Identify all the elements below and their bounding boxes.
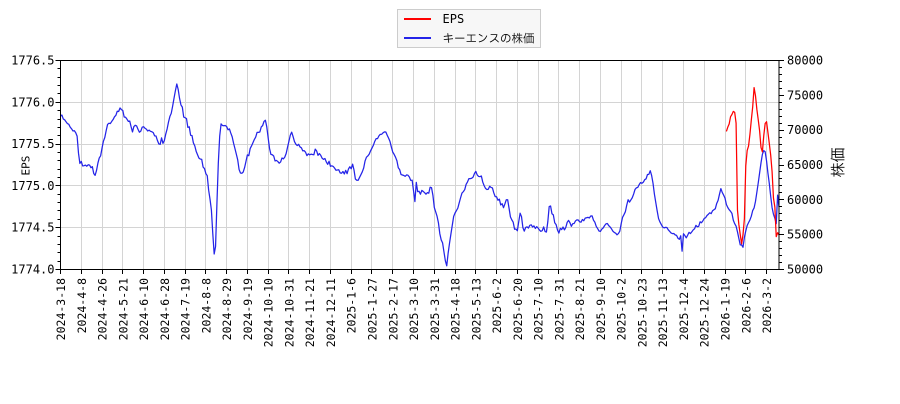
legend-label: EPS <box>443 12 465 26</box>
tick-marks <box>55 60 784 274</box>
series-stock-price <box>60 83 780 267</box>
x-tick-label: 2025-10-23 <box>635 278 649 347</box>
legend: EPS <box>397 9 541 48</box>
series-eps <box>725 86 780 245</box>
left-tick-label: 1774.0 <box>11 263 54 277</box>
x-tick-label: 2025-2-17 <box>386 278 400 340</box>
right-tick-label: 50000 <box>787 263 823 277</box>
left-tick-label: 1775.0 <box>11 179 54 193</box>
right-axis-title-text <box>830 148 845 177</box>
x-tick-label: 2025-11-13 <box>656 278 670 347</box>
x-tick-label: 2026-1-19 <box>719 278 733 340</box>
right-tick-label: 65000 <box>787 158 823 172</box>
right-axis-title <box>830 148 845 177</box>
x-tick-label: 2024-3-18 <box>54 278 68 340</box>
left-axis-title: EPS <box>20 156 33 176</box>
plot-border <box>60 60 780 270</box>
left-tick-label: 1776.5 <box>11 54 54 68</box>
right-tick-label: 70000 <box>787 123 823 137</box>
x-tick-label: 2025-1-6 <box>345 278 359 333</box>
left-tick-label: 1774.5 <box>11 221 54 235</box>
x-tick-label: 2025-1-27 <box>365 278 379 340</box>
x-tick-label: 2024-8-8 <box>199 278 213 333</box>
right-axis-tick-labels: 50000 55000 60000 65000 70000 75000 80000 <box>787 54 823 277</box>
x-tick-label: 2024-11-21 <box>303 278 317 347</box>
x-tick-label: 2025-7-31 <box>552 278 566 340</box>
x-tick-label: 2024-7-19 <box>179 278 193 340</box>
x-tick-label: 2024-8-29 <box>220 278 234 340</box>
right-tick-label: 75000 <box>787 88 823 102</box>
x-tick-label: 2024-10-31 <box>282 278 296 347</box>
left-tick-label: 1776.0 <box>11 95 54 109</box>
x-tick-label: 2024-4-26 <box>96 278 110 340</box>
x-tick-label: 2025-8-21 <box>573 278 587 340</box>
x-tick-label: 2025-10-2 <box>615 278 629 340</box>
x-tick-label: 2025-3-31 <box>428 278 442 340</box>
x-tick-label: 2026-3-2 <box>760 278 774 333</box>
right-tick-label: 60000 <box>787 193 823 207</box>
x-tick-label: 2025-3-10 <box>407 278 421 340</box>
right-tick-label: 80000 <box>787 54 823 68</box>
x-tick-label: 2024-4-8 <box>75 278 89 333</box>
left-tick-label: 1775.5 <box>11 137 54 151</box>
svg-text:EPS: EPS <box>20 156 33 176</box>
x-tick-label: 2025-12-4 <box>677 278 691 340</box>
x-tick-label: 2025-7-10 <box>532 278 546 340</box>
x-tick-label: 2025-6-2 <box>490 278 504 333</box>
x-tick-label: 2024-6-28 <box>158 278 172 340</box>
right-tick-label: 55000 <box>787 228 823 242</box>
x-tick-label: 2025-5-13 <box>469 278 483 340</box>
gridlines <box>60 60 779 270</box>
x-tick-label: 2025-12-24 <box>698 278 712 347</box>
x-tick-label: 2024-6-10 <box>137 278 151 340</box>
x-tick-label: 2024-9-19 <box>241 278 255 340</box>
x-tick-label: 2025-4-18 <box>449 278 463 340</box>
x-tick-label: 2025-9-10 <box>594 278 608 340</box>
left-axis-tick-labels: 1774.0 1774.5 1775.0 1775.5 1776.0 1776.5 <box>11 54 54 277</box>
legend-label <box>443 32 535 44</box>
x-tick-label: 2024-12-11 <box>324 278 338 347</box>
x-tick-label: 2025-6-20 <box>511 278 525 340</box>
x-tick-label: 2024-5-21 <box>116 278 130 340</box>
x-tick-label: 2026-2-6 <box>739 278 753 333</box>
x-tick-label: 2024-10-10 <box>262 278 276 347</box>
x-axis-tick-labels: 2024-3-18 2024-4-8 2024-4-26 2024-5-21 2024-… <box>54 278 774 347</box>
